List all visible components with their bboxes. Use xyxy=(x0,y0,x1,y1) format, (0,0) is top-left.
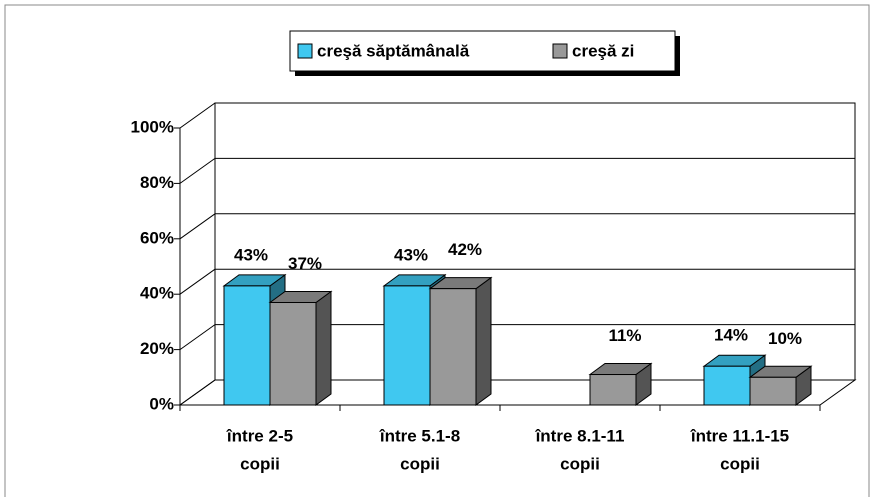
frame xyxy=(4,4,870,497)
legend-swatch xyxy=(552,43,568,59)
bar xyxy=(589,374,637,406)
x-tick-label: copii xyxy=(240,454,280,473)
grid-line xyxy=(179,379,216,406)
value-label: 43% xyxy=(394,245,428,264)
x-tick-label: între 11.1-15 xyxy=(690,426,789,445)
bar-side xyxy=(475,276,492,406)
bar xyxy=(269,302,317,406)
x-tick-label: între 8.1-11 xyxy=(535,426,625,445)
value-label: 37% xyxy=(288,254,322,273)
x-tick-label: între 5.1-8 xyxy=(379,426,460,445)
y-tick-label: 60% xyxy=(140,228,174,247)
value-label: 42% xyxy=(448,240,482,259)
bar xyxy=(223,285,271,406)
grid-line xyxy=(179,213,216,240)
bar-side xyxy=(315,290,332,406)
legend xyxy=(289,30,676,72)
x-tick-label: între 2-5 xyxy=(226,426,293,445)
value-label: 10% xyxy=(768,329,802,348)
y-tick-label: 20% xyxy=(140,339,174,358)
value-label: 43% xyxy=(234,245,268,264)
grid-line xyxy=(179,324,216,351)
value-label: 14% xyxy=(714,326,748,345)
x-tick-label: copii xyxy=(400,454,440,473)
bar xyxy=(383,285,431,406)
grid-line xyxy=(179,157,216,184)
legend-label: creşă săptămânală xyxy=(317,41,470,60)
bar xyxy=(749,376,797,406)
bar xyxy=(429,288,477,406)
y-tick-label: 80% xyxy=(140,173,174,192)
legend-label: creşă zi xyxy=(572,41,634,60)
x-tick-label: copii xyxy=(560,454,600,473)
y-tick-label: 40% xyxy=(140,284,174,303)
y-tick-label: 0% xyxy=(149,394,174,413)
grid-line xyxy=(179,268,216,295)
grid-line xyxy=(179,102,216,129)
x-tick-label: copii xyxy=(720,454,760,473)
value-label: 11% xyxy=(608,326,641,345)
legend-swatch xyxy=(297,43,313,59)
y-tick-label: 100% xyxy=(131,117,174,136)
bar xyxy=(703,365,751,406)
